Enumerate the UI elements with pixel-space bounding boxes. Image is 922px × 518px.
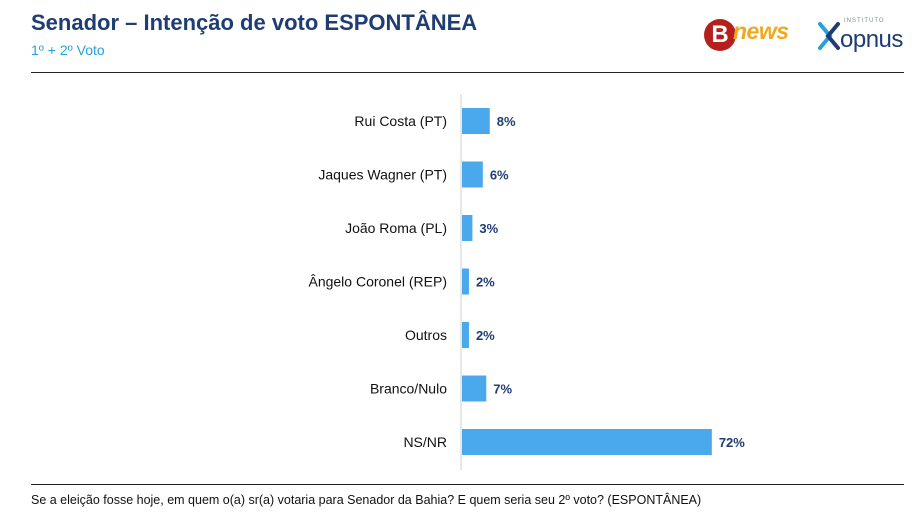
value-label: 8% xyxy=(497,114,516,129)
bnews-logo: B news xyxy=(704,16,808,54)
value-label: 7% xyxy=(493,382,512,397)
category-label: NS/NR xyxy=(403,434,447,450)
question-footnote: Se a eleição fosse hoje, em quem o(a) sr… xyxy=(31,493,702,507)
bnews-word: news xyxy=(733,18,789,44)
category-label: Rui Costa (PT) xyxy=(354,113,447,129)
value-label: 2% xyxy=(476,328,495,343)
bar xyxy=(462,322,469,348)
bar xyxy=(462,268,469,295)
bar xyxy=(462,375,487,402)
bnews-badge: B xyxy=(704,19,736,51)
category-label: Jaques Wagner (PT) xyxy=(318,167,447,183)
header-divider xyxy=(31,72,904,73)
footer-divider xyxy=(31,484,904,485)
value-label: 72% xyxy=(719,435,745,450)
category-label: Branco/Nulo xyxy=(370,381,447,397)
page-title: Senador – Intenção de voto ESPONTÂNEA xyxy=(31,10,478,35)
bar xyxy=(462,429,712,455)
value-label: 2% xyxy=(476,275,495,290)
opnus-mark-icon xyxy=(818,22,840,50)
category-label: Outros xyxy=(405,327,447,343)
bar xyxy=(462,215,473,241)
opnus-logo: INSTITUTO opnus xyxy=(818,16,908,54)
bar xyxy=(462,108,490,134)
opnus-tagline: INSTITUTO xyxy=(844,18,885,24)
opnus-word: opnus xyxy=(840,26,903,53)
category-label: Ângelo Coronel (REP) xyxy=(308,274,447,290)
category-label: João Roma (PL) xyxy=(345,220,447,236)
value-label: 6% xyxy=(490,168,509,183)
page-subtitle: 1º + 2º Voto xyxy=(31,42,105,58)
bar xyxy=(462,161,483,188)
value-label: 3% xyxy=(479,221,498,236)
